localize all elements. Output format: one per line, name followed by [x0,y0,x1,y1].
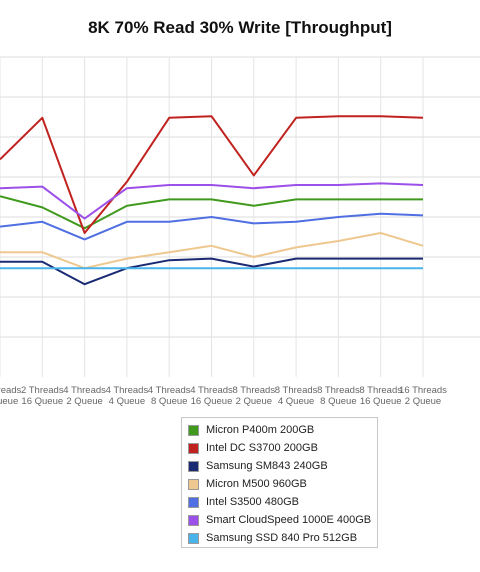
legend-label: Samsung SSD 840 Pro 512GB [206,532,358,544]
x-tick-label: 8 Threads 8 Queue [317,385,360,407]
legend-label: Micron P400m 200GB [206,424,315,436]
series-lines [0,115,424,286]
chart-title: 8K 70% Read 30% Write [Throughput] [88,18,392,37]
legend-label: Samsung SM843 240GB [206,460,328,472]
series-line-samsung-sm843-240gb [0,257,423,286]
series-line-intel-dc-s3700-200gb [0,115,424,234]
legend-swatch [188,514,199,526]
legend-swatch [188,532,199,544]
legend-swatch [188,424,199,436]
legend-label: Intel S3500 480GB [206,496,299,508]
x-tick-label: 4 Threads 16 Queue [190,385,233,407]
legend-item: Smart CloudSpeed 1000E 400GB [188,513,371,527]
x-tick-label: 8 Threads 4 Queue [275,385,318,407]
x-tick-label: 8 Threads 16 Queue [359,385,402,407]
legend-item: Samsung SSD 840 Pro 512GB [188,531,357,545]
legend-label: Micron M500 960GB [206,478,307,490]
series-line-intel-s3500-480gb [0,212,424,241]
legend-label: Intel DC S3700 200GB [206,442,318,454]
legend-swatch [188,442,199,454]
grid-lines [0,56,480,377]
legend-item: Intel S3500 480GB [188,495,299,509]
legend-swatch [188,478,199,490]
x-tick-label: 16 Threads 2 Queue [399,385,447,407]
legend-swatch [188,460,199,472]
legend-swatch [188,496,199,508]
x-tick-label: 4 Threads 4 Queue [106,385,149,407]
x-tick-label: 4 Threads 2 Queue [63,385,106,407]
legend-item: Micron P400m 200GB [188,423,314,437]
series-line-micron-m500-960gb [0,232,424,270]
series-line-smart-cloudspeed-1000e-400gb [0,182,424,220]
legend: Micron P400m 200GB Intel DC S3700 200GB Sa… [181,417,378,548]
legend-item: Micron M500 960GB [188,477,307,491]
legend-label: Smart CloudSpeed 1000E 400GB [206,514,372,526]
x-tick-label: 4 Threads 8 Queue [148,385,191,407]
series-line-micron-p400m-200gb [0,195,423,230]
x-tick-label: 2 Threads 16 Queue [21,385,64,407]
legend-item: Intel DC S3700 200GB [188,441,318,455]
legend-item: Samsung SM843 240GB [188,459,328,473]
x-tick-label: 8 Threads 2 Queue [232,385,275,407]
